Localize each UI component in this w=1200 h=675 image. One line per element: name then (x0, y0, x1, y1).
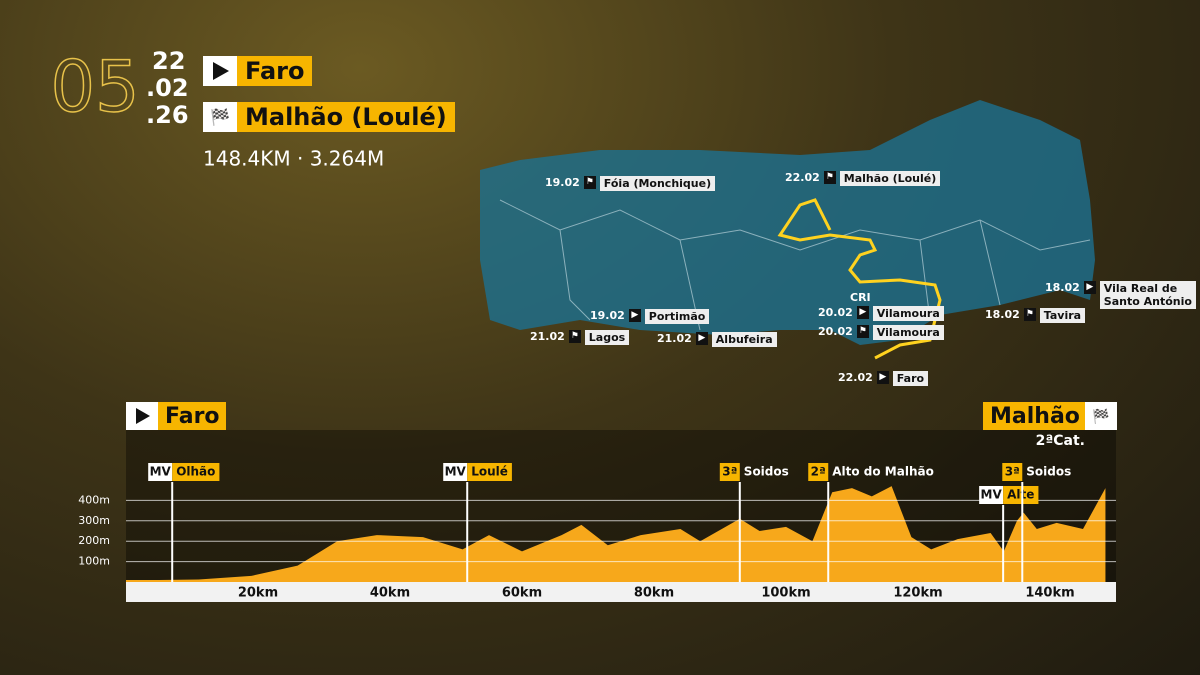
start-name: Faro (245, 57, 305, 85)
chart-finish: Malhão (990, 404, 1080, 429)
map-label-date: 20.02 (818, 306, 853, 319)
finish-box (237, 102, 455, 132)
annotation-label-box (467, 463, 512, 481)
date-month: .02 (146, 74, 189, 102)
map-label: 22.02 ⚑ Malhão (Loulé) (785, 171, 941, 186)
annotation-tag: MV (981, 488, 1003, 502)
map-label: 18.02 ⚑ Tavira (985, 308, 1086, 323)
y-tick-label: 100m (78, 555, 110, 568)
x-tick-label: 40km (370, 586, 410, 601)
map-label-icon: ⚑ (856, 325, 869, 338)
x-tick-label: 20km (238, 586, 278, 601)
annotation-tag-box (979, 486, 1004, 504)
annotation-tag: 3ª (722, 465, 737, 479)
map-label-date: 22.02 (838, 371, 873, 384)
map-label-icon: ▶ (628, 309, 641, 322)
map-label-place: Vilamoura (872, 306, 944, 321)
chart-finish-box (983, 402, 1085, 430)
annotation-tag-box (1002, 463, 1023, 481)
x-tick-label: 140km (1025, 586, 1074, 601)
annotation-tag: MV (445, 465, 467, 479)
map-label-icon: ⚑ (823, 171, 836, 184)
map-label-date: 21.02 (657, 332, 692, 345)
map-label: 22.02 ▶ Faro (838, 371, 929, 386)
x-tick-label: 80km (634, 586, 674, 601)
stage-stats: 148.4KM · 3.264M (203, 147, 384, 171)
map-label-date: 19.02 (545, 176, 580, 189)
annotation-label: Soidos (1026, 465, 1071, 479)
x-tick-label: 120km (893, 586, 942, 601)
map-label-date: 18.02 (1045, 281, 1080, 294)
annotation-tag-box (808, 463, 829, 481)
annotation-tag-box (443, 463, 468, 481)
chart-finish-flag: 🏁 (1092, 408, 1109, 425)
stage-number: 05 (50, 46, 139, 128)
chart-start-box (158, 402, 226, 430)
map-label-place: Vilamoura (872, 325, 944, 340)
finish-flag: 🏁 (210, 108, 230, 127)
date-year: .26 (146, 101, 189, 129)
annotation-tag: 3ª (1005, 465, 1020, 479)
annotation-label: Alto do Malhão (832, 465, 934, 479)
y-tick-label: 300m (78, 514, 110, 527)
map-label-date: 22.02 (785, 171, 820, 184)
map-label: 19.02 ▶ Portimão (590, 309, 710, 324)
map-label-date: 21.02 (530, 330, 565, 343)
map-label-date: 18.02 (985, 308, 1020, 321)
annotation-label: Olhão (176, 465, 215, 479)
x-axis-bar (126, 582, 1116, 602)
chart-finish-icon (1085, 402, 1117, 430)
map-label: 20.02 ⚑ Vilamoura (818, 325, 944, 340)
annotation-tag-box (148, 463, 173, 481)
chart-start-triangle (136, 408, 150, 424)
climb-category: 2ªCat. (1036, 433, 1085, 449)
annotation-label: Alte (1007, 488, 1034, 502)
annotation-label: Soidos (744, 465, 789, 479)
annotation-label-box (1003, 486, 1039, 504)
start-box (237, 56, 312, 86)
map-label-place: Malhão (Loulé) (839, 171, 941, 186)
annotation-label: Loulé (471, 465, 508, 479)
map-label: 21.02 ⚑ Lagos (530, 330, 630, 345)
map-label: 20.02 ▶ Vilamoura (818, 306, 944, 321)
map-label-icon: ⚑ (568, 330, 581, 343)
map-label-icon: ⚑ (1023, 308, 1036, 321)
map-label-place: Lagos (584, 330, 630, 345)
annotation-tag: 2ª (811, 465, 826, 479)
map-label-date: 19.02 (590, 309, 625, 322)
x-tick-label: 100km (761, 586, 810, 601)
x-tick-label: 60km (502, 586, 542, 601)
map-label-icon: ⚑ (583, 176, 596, 189)
map-label-place: Tavira (1039, 308, 1086, 323)
finish-icon (203, 102, 237, 132)
map-label: 18.02 ▶ Vila Real de Santo António (1045, 281, 1196, 309)
map-label-place: Faro (892, 371, 929, 386)
map-label-place: Albufeira (711, 332, 777, 347)
y-tick-label: 200m (78, 534, 110, 547)
map-label-place: Portimão (644, 309, 710, 324)
annotation-tag: MV (150, 465, 172, 479)
chart-start: Faro (165, 404, 220, 429)
date-day: 22 (152, 47, 185, 75)
map-label-date: 20.02 (818, 325, 853, 338)
map-label-icon: ▶ (1083, 281, 1096, 294)
map-note: CRI (850, 291, 871, 304)
map-label-place: Fóia (Monchique) (599, 176, 716, 191)
map-label-icon: ▶ (856, 306, 869, 319)
y-tick-label: 400m (78, 493, 110, 506)
start-triangle (213, 62, 229, 80)
map-label-icon: ▶ (876, 371, 889, 384)
annotation-label-box (172, 463, 220, 481)
finish-name: Malhão (Loulé) (245, 103, 447, 131)
annotation-tag-box (719, 463, 740, 481)
map-label: 19.02 ⚑ Fóia (Monchique) (545, 176, 716, 191)
map-label-place: Vila Real de Santo António (1099, 281, 1196, 309)
map-label-icon: ▶ (695, 332, 708, 345)
elevation-area (126, 486, 1106, 582)
map-label: 21.02 ▶ Albufeira (657, 332, 777, 347)
